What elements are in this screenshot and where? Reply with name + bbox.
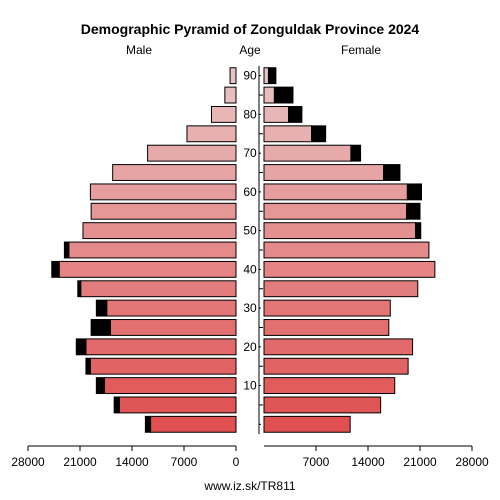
female-bar bbox=[263, 164, 385, 181]
male-bar bbox=[82, 222, 237, 240]
male-header: Male bbox=[126, 43, 152, 57]
age-tick-label: 40 bbox=[243, 262, 257, 276]
female-bar bbox=[263, 319, 390, 336]
female-excess-bar bbox=[350, 144, 362, 162]
female-bar bbox=[263, 338, 414, 356]
x-tick-label: 28000 bbox=[455, 455, 489, 469]
female-excess-bar bbox=[288, 105, 303, 123]
age-tick-label: 70 bbox=[243, 146, 257, 160]
x-axis-female: 7000 14000 21000 28000 bbox=[264, 445, 489, 469]
x-axis-male: 28000 21000 14000 7000 0 bbox=[11, 445, 240, 469]
male-bar bbox=[85, 338, 237, 356]
male-bar bbox=[112, 164, 237, 181]
age-axis: 10 20 30 40 50 60 70 80 90 bbox=[243, 66, 263, 434]
female-bar bbox=[263, 105, 290, 123]
male-bar bbox=[224, 86, 237, 104]
female-header: Female bbox=[341, 43, 381, 57]
female-bar bbox=[263, 377, 396, 395]
female-bar bbox=[263, 299, 391, 317]
x-tick-label: 21000 bbox=[403, 455, 437, 469]
male-excess-bar bbox=[144, 415, 152, 433]
x-tick-label: 14000 bbox=[115, 455, 149, 469]
female-excess-bar bbox=[273, 86, 294, 104]
age-header: Age bbox=[239, 43, 261, 57]
male-bar bbox=[89, 183, 237, 201]
age-tick-label: 20 bbox=[243, 340, 257, 354]
female-bar bbox=[263, 183, 408, 201]
male-bar bbox=[90, 202, 237, 220]
x-tick-label: 28000 bbox=[11, 455, 45, 469]
x-tick-label: 0 bbox=[233, 455, 240, 469]
female-bar bbox=[263, 202, 408, 220]
x-tick-label: 7000 bbox=[303, 455, 330, 469]
male-bar bbox=[109, 319, 237, 336]
chart-title: Demographic Pyramid of Zonguldak Provinc… bbox=[81, 21, 420, 37]
female-bar bbox=[263, 67, 269, 85]
male-bar bbox=[186, 125, 237, 143]
female-excess-bar bbox=[406, 202, 421, 220]
male-bar bbox=[106, 299, 237, 317]
male-excess-bar bbox=[85, 357, 91, 375]
female-bar bbox=[263, 260, 436, 278]
source-url: www.iz.sk/TR811 bbox=[203, 479, 295, 493]
female-bar bbox=[263, 222, 417, 240]
female-bar bbox=[263, 396, 382, 414]
x-tick-label: 7000 bbox=[171, 455, 198, 469]
male-excess-bar bbox=[75, 338, 87, 356]
female-bar bbox=[263, 415, 351, 433]
male-excess-bar bbox=[77, 280, 82, 298]
age-tick-label: 90 bbox=[243, 69, 257, 83]
female-bar bbox=[263, 144, 352, 162]
male-bar bbox=[104, 377, 237, 395]
female-excess-bar bbox=[267, 67, 277, 85]
male-excess-bar bbox=[90, 319, 111, 336]
male-excess-bar bbox=[51, 260, 60, 278]
male-excess-bar bbox=[95, 299, 108, 317]
age-tick-label: 30 bbox=[243, 301, 257, 315]
male-bar bbox=[58, 260, 237, 278]
male-bar bbox=[229, 67, 237, 85]
female-excess-bar bbox=[383, 164, 401, 181]
female-excess-bar bbox=[415, 222, 422, 240]
male-bar bbox=[150, 415, 237, 433]
male-excess-bar bbox=[95, 377, 106, 395]
age-tick-label: 50 bbox=[243, 224, 257, 238]
male-bar bbox=[210, 105, 237, 123]
age-tick-label: 80 bbox=[243, 107, 257, 121]
x-tick-label: 21000 bbox=[63, 455, 97, 469]
female-bar bbox=[263, 241, 430, 259]
female-bar bbox=[263, 86, 275, 104]
male-bar bbox=[118, 396, 237, 414]
male-bar bbox=[147, 144, 237, 162]
female-bar bbox=[263, 125, 313, 143]
age-tick-label: 60 bbox=[243, 185, 257, 199]
female-excess-bar bbox=[406, 183, 422, 201]
male-bar bbox=[80, 280, 237, 298]
female-bar bbox=[263, 280, 419, 298]
x-tick-label: 14000 bbox=[351, 455, 385, 469]
male-excess-bar bbox=[113, 396, 120, 414]
male-excess-bar bbox=[63, 241, 70, 259]
female-excess-bar bbox=[311, 125, 327, 143]
age-tick-label: 10 bbox=[243, 379, 257, 393]
bars-group bbox=[51, 67, 436, 433]
male-bar bbox=[68, 241, 237, 259]
male-bar bbox=[89, 357, 237, 375]
female-bar bbox=[263, 357, 409, 375]
